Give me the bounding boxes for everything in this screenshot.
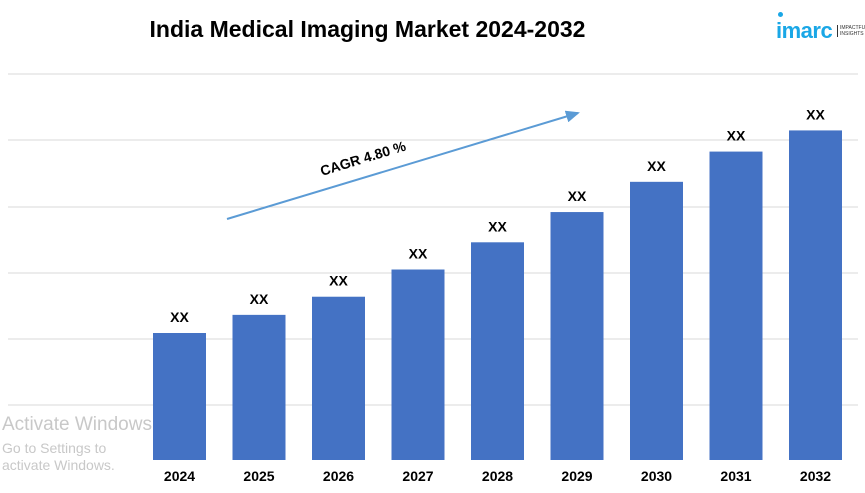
bar-2031 bbox=[709, 151, 763, 460]
chart-title: India Medical Imaging Market 2024-2032 bbox=[149, 16, 586, 42]
x-tick-label: 2031 bbox=[720, 468, 751, 484]
bar-2029 bbox=[550, 212, 604, 460]
data-label: XX bbox=[170, 309, 189, 325]
data-label: XX bbox=[329, 273, 348, 289]
x-tick-label: 2026 bbox=[323, 468, 354, 484]
x-tick-label: 2030 bbox=[641, 468, 672, 484]
bar-2027 bbox=[391, 269, 445, 460]
bar-2032 bbox=[789, 130, 842, 460]
x-tick-label: 2027 bbox=[402, 468, 433, 484]
x-tick-label: 2029 bbox=[561, 468, 592, 484]
data-label: XX bbox=[250, 291, 269, 307]
data-label: XX bbox=[568, 188, 587, 204]
cagr-label: CAGR 4.80 % bbox=[318, 137, 408, 178]
data-label: XX bbox=[727, 128, 746, 144]
x-tick-label: 2025 bbox=[243, 468, 274, 484]
data-label: XX bbox=[647, 158, 666, 174]
x-tick-label: 2024 bbox=[164, 468, 195, 484]
imarc-logo: imarc IMPACTFUL INSIGHTS bbox=[773, 8, 865, 43]
data-label: XX bbox=[806, 106, 825, 122]
bar-2024 bbox=[153, 333, 206, 460]
bar-2030 bbox=[630, 181, 683, 460]
cagr-arrow bbox=[226, 110, 580, 220]
watermark-settings: Go to Settings to activate Windows. bbox=[2, 440, 115, 473]
bar-2028 bbox=[471, 242, 524, 460]
bar-2025 bbox=[232, 314, 286, 460]
watermark-activate: Activate Windows bbox=[2, 414, 152, 435]
x-tick-label: 2032 bbox=[800, 468, 831, 484]
data-label: XX bbox=[488, 218, 507, 234]
bar-2026 bbox=[312, 296, 365, 460]
x-tick-label: 2028 bbox=[482, 468, 513, 484]
data-label: XX bbox=[409, 246, 428, 262]
